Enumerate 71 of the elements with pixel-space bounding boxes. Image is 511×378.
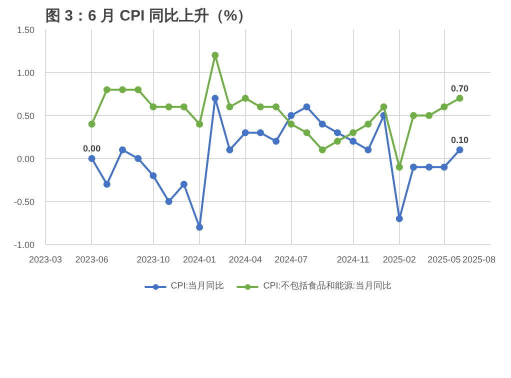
point — [88, 120, 96, 128]
point — [242, 94, 249, 102]
point — [272, 103, 280, 110]
point — [380, 103, 388, 110]
point — [318, 146, 326, 154]
point — [426, 112, 433, 119]
point — [212, 94, 219, 102]
point — [426, 164, 433, 171]
point — [212, 52, 219, 59]
point — [318, 120, 326, 128]
point — [196, 224, 204, 231]
point — [165, 103, 172, 110]
x-tick-label: 2025-08 — [462, 254, 496, 264]
x-tick-label: 2025-02 — [382, 254, 416, 264]
point — [119, 86, 126, 94]
point — [288, 112, 295, 119]
point — [150, 172, 157, 180]
point — [364, 120, 372, 128]
point — [364, 146, 372, 154]
y-tick-label: 0.50 — [16, 111, 35, 121]
point — [350, 138, 357, 145]
point — [242, 129, 249, 136]
point — [456, 146, 464, 154]
point — [180, 103, 188, 110]
point — [440, 164, 448, 171]
point — [272, 138, 280, 145]
y-tick-label: 0.00 — [16, 154, 35, 164]
point — [256, 103, 264, 110]
y-tick-label: 1.00 — [16, 68, 35, 78]
y-tick-label: -0.50 — [14, 197, 34, 207]
point — [334, 129, 341, 136]
data-label: 0.00 — [83, 144, 101, 154]
point — [119, 146, 126, 154]
data-label: 0.10 — [451, 134, 469, 145]
point — [288, 120, 295, 128]
data-label: 0.70 — [451, 83, 469, 94]
point — [350, 129, 357, 136]
point — [103, 180, 110, 188]
x-tick-label: 2024-01 — [183, 254, 216, 264]
chart-title: 图 3：6 月 CPI 同比上升（%） — [46, 8, 252, 24]
x-tick-label: 2023-03 — [28, 254, 62, 264]
point — [456, 94, 464, 102]
x-tick-label: 2024-04 — [228, 254, 262, 264]
point — [396, 164, 403, 171]
point — [196, 120, 204, 128]
point — [180, 180, 188, 188]
point — [396, 215, 403, 222]
point — [410, 164, 417, 171]
point — [334, 138, 341, 145]
point — [150, 103, 157, 110]
y-tick-label: 1.50 — [16, 25, 35, 35]
legend-label: CPI:当月同比 — [170, 280, 224, 292]
point — [103, 86, 110, 94]
point — [226, 103, 234, 110]
x-tick-label: 2023-06 — [75, 254, 108, 264]
y-tick-label: -1.00 — [14, 240, 34, 250]
point — [256, 129, 264, 136]
point — [134, 86, 142, 94]
x-tick-label: 2024-11 — [336, 254, 370, 264]
x-tick-label: 2023-10 — [136, 254, 170, 264]
point — [165, 198, 172, 205]
point — [134, 155, 142, 162]
point — [88, 155, 96, 162]
point — [440, 103, 448, 110]
point — [410, 112, 417, 119]
point — [226, 146, 234, 154]
x-tick-label: 2024-07 — [274, 254, 308, 264]
x-tick-label: 2025-05 — [428, 254, 461, 264]
point — [303, 103, 310, 110]
point — [303, 129, 310, 136]
legend-label: CPI:不包括食品和能源:当月同比 — [263, 280, 392, 292]
